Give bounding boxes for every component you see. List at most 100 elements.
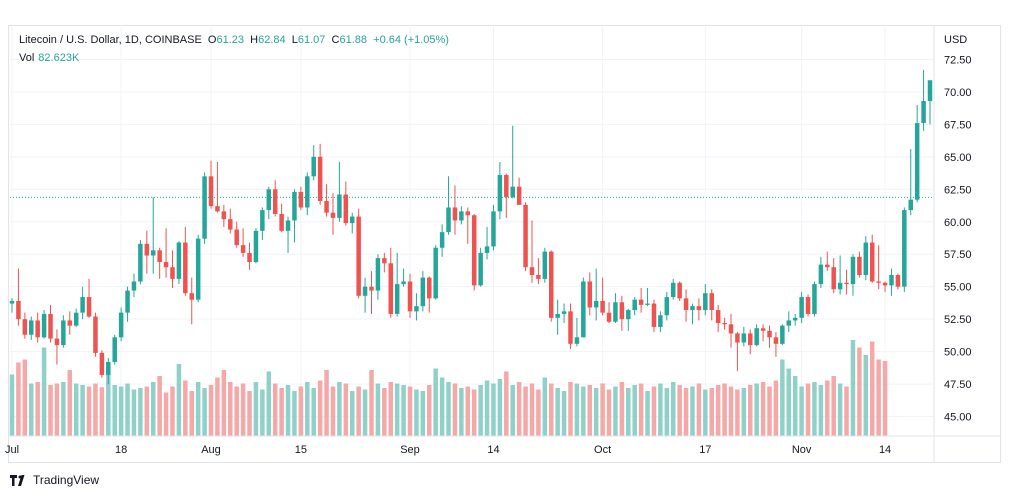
volume-bar bbox=[600, 383, 605, 436]
candle-body bbox=[895, 274, 901, 287]
candle-body bbox=[510, 186, 515, 198]
volume-bar bbox=[568, 382, 573, 436]
volume-bar bbox=[272, 383, 278, 436]
candle-body bbox=[394, 284, 400, 314]
candle-body bbox=[356, 216, 361, 296]
volume-bar bbox=[356, 386, 361, 436]
volume-bar bbox=[150, 382, 156, 436]
candle-body bbox=[144, 243, 150, 256]
candle-body bbox=[247, 252, 252, 263]
volume-bar bbox=[22, 359, 28, 436]
candle-body bbox=[529, 267, 535, 275]
volume-bar bbox=[645, 391, 650, 436]
volume-bar bbox=[606, 389, 612, 436]
volume-bar bbox=[362, 389, 368, 436]
volume-label[interactable]: Vol bbox=[19, 52, 35, 64]
volume-bar bbox=[805, 383, 811, 436]
volume-bar bbox=[99, 387, 105, 436]
candle-body bbox=[292, 191, 297, 221]
candle-body bbox=[670, 282, 676, 298]
volume-bar bbox=[613, 386, 618, 436]
volume-bar bbox=[754, 383, 759, 436]
volume-bar bbox=[670, 382, 676, 436]
candle-body bbox=[837, 282, 843, 290]
volume-bar bbox=[767, 386, 772, 436]
volume-bar bbox=[382, 388, 387, 436]
volume-bar bbox=[857, 347, 862, 436]
volume-bar bbox=[73, 383, 79, 436]
candle-body bbox=[664, 297, 670, 316]
volume-value: 82.623K bbox=[38, 52, 80, 64]
candle-body bbox=[722, 323, 727, 325]
volume-bar bbox=[632, 385, 637, 436]
candle-body bbox=[902, 210, 907, 287]
candle-body bbox=[593, 300, 599, 308]
candle-body bbox=[471, 215, 477, 286]
volume-bar bbox=[786, 368, 792, 436]
candle-body bbox=[272, 189, 278, 214]
candle-body bbox=[73, 312, 79, 326]
candle-body bbox=[349, 216, 355, 224]
candle-body bbox=[536, 274, 541, 279]
candle-body bbox=[478, 252, 483, 286]
candle-body bbox=[799, 297, 804, 318]
volume-bar bbox=[330, 386, 336, 436]
volume-bar bbox=[459, 388, 464, 436]
volume-bar bbox=[529, 383, 535, 436]
volume-bar bbox=[369, 370, 374, 436]
volume-bar bbox=[446, 382, 451, 436]
volume-bar bbox=[677, 385, 682, 436]
high-value: 62.84 bbox=[258, 34, 286, 46]
candle-body bbox=[638, 299, 644, 305]
candle-body bbox=[99, 352, 105, 375]
volume-bar bbox=[317, 380, 323, 436]
y-tick-label: 55.00 bbox=[944, 282, 972, 294]
volume-bar bbox=[735, 389, 740, 436]
candle-body bbox=[857, 256, 862, 275]
volume-legend: Vol 82.623K bbox=[19, 52, 79, 64]
candle-body bbox=[754, 328, 759, 346]
volume-bar bbox=[780, 359, 785, 436]
candle-body bbox=[927, 80, 933, 102]
volume-bar bbox=[228, 382, 233, 436]
candle-body bbox=[548, 251, 554, 318]
volume-bar bbox=[311, 388, 316, 436]
candle-body bbox=[324, 200, 329, 213]
volume-bar bbox=[696, 383, 702, 436]
y-tick-label: 52.50 bbox=[944, 314, 972, 326]
volume-bar bbox=[497, 379, 503, 436]
volume-bar bbox=[863, 355, 869, 436]
candle-body bbox=[369, 286, 374, 291]
candle-body bbox=[690, 306, 695, 311]
volume-bar bbox=[837, 383, 843, 436]
candle-body bbox=[86, 297, 92, 317]
volume-bar bbox=[439, 377, 445, 436]
volume-bar bbox=[722, 383, 727, 436]
candle-body bbox=[382, 258, 387, 264]
volume-bar bbox=[298, 386, 304, 436]
brand[interactable]: TradingView bbox=[10, 473, 99, 487]
candle-body bbox=[29, 320, 34, 335]
y-tick-label: 45.00 bbox=[944, 412, 972, 424]
symbol-title[interactable]: Litecoin / U.S. Dollar, 1D, COINBASE bbox=[19, 34, 202, 46]
candle-body bbox=[504, 175, 509, 198]
candle-body bbox=[805, 297, 811, 314]
volume-bar bbox=[61, 382, 66, 436]
volume-bar bbox=[882, 361, 888, 436]
candle-body bbox=[215, 206, 220, 212]
x-tick-label: 18 bbox=[115, 444, 127, 456]
candle-body bbox=[632, 299, 637, 311]
volume-bar bbox=[690, 386, 695, 436]
x-tick-label: 17 bbox=[699, 444, 711, 456]
volume-bar bbox=[536, 389, 541, 436]
candle-body bbox=[574, 337, 580, 344]
x-tick-label: Aug bbox=[201, 444, 221, 456]
candle-body bbox=[523, 204, 528, 268]
x-tick-label: Oct bbox=[594, 444, 611, 456]
candle-body bbox=[491, 211, 496, 247]
ohlc-legend: Litecoin / U.S. Dollar, 1D, COINBASE O61… bbox=[19, 34, 449, 46]
volume-bar bbox=[741, 388, 747, 436]
volume-bar bbox=[234, 386, 239, 436]
volume-bar bbox=[510, 385, 515, 436]
